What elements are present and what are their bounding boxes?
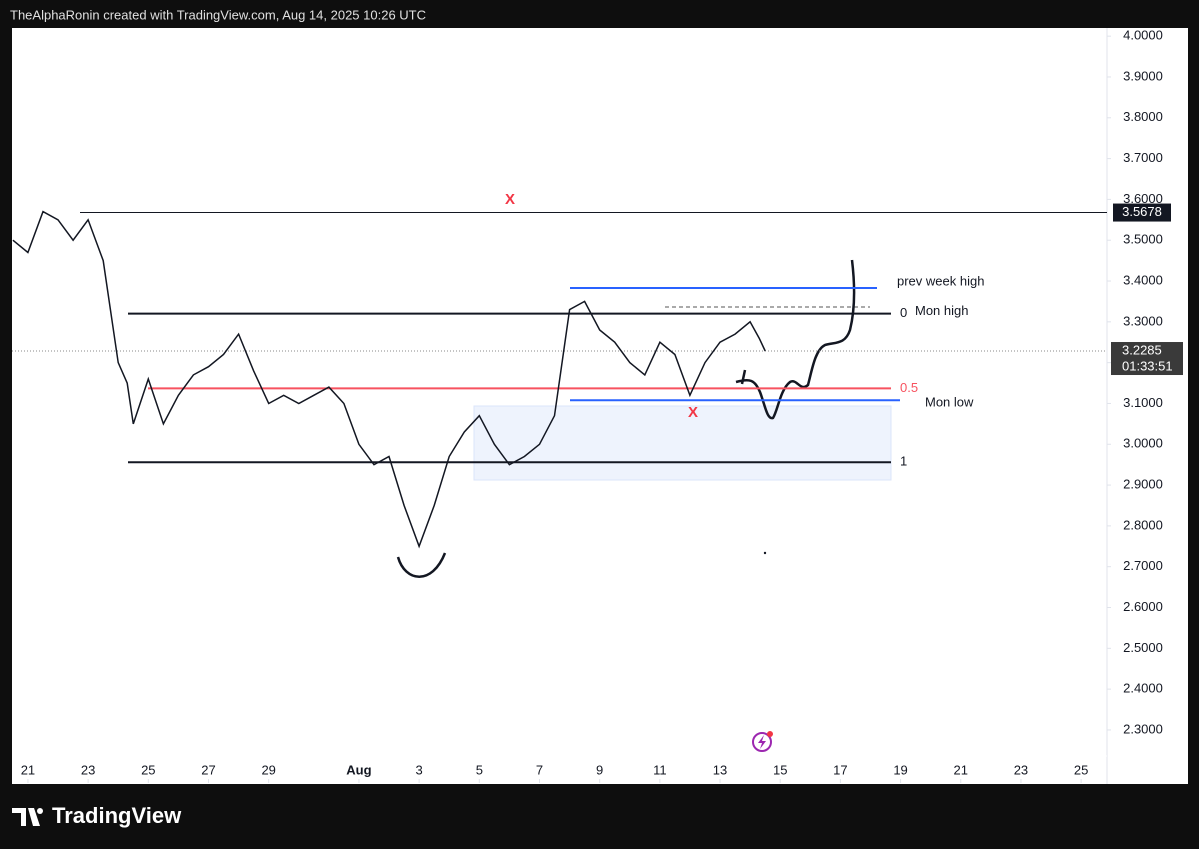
x-tick-label: 13 xyxy=(713,762,727,777)
y-tick-label: 3.3000 xyxy=(1123,313,1163,328)
y-tick-label: 3.9000 xyxy=(1123,68,1163,83)
dot xyxy=(763,551,767,555)
fib-label: 1 xyxy=(900,454,907,469)
footer-brand: TradingView xyxy=(52,803,182,828)
key-level-box xyxy=(1113,203,1171,222)
footer-logo xyxy=(12,808,43,826)
level-label: prev week high xyxy=(897,273,984,288)
x-tick-label: 15 xyxy=(773,762,787,777)
key-level-label: 3.5678 xyxy=(1122,204,1162,219)
y-tick-label: 4.0000 xyxy=(1123,28,1163,43)
x-tick-label: 25 xyxy=(1074,762,1088,777)
header: TheAlphaRonin created with TradingView.c… xyxy=(10,7,426,22)
y-tick-label: 3.1000 xyxy=(1123,395,1163,410)
x-tick-label: 17 xyxy=(833,762,847,777)
fib-label: 0.5 xyxy=(900,380,918,395)
range-box xyxy=(473,405,892,481)
x-tick-label: 19 xyxy=(893,762,907,777)
y-tick-label: 3.0000 xyxy=(1123,436,1163,451)
y-tick-label: 2.7000 xyxy=(1123,558,1163,573)
last-price-label: 3.2285 xyxy=(1122,342,1162,357)
x-tick-label: 7 xyxy=(536,762,543,777)
hand-arc xyxy=(396,552,447,578)
x-marker: X xyxy=(688,404,698,421)
y-tick-label: 2.9000 xyxy=(1123,477,1163,492)
fib-text: Mon high xyxy=(915,303,968,318)
y-tick-label: 3.8000 xyxy=(1123,109,1163,124)
y-tick-label: 3.7000 xyxy=(1123,150,1163,165)
x-tick-label: 29 xyxy=(261,762,275,777)
price-line xyxy=(12,210,766,549)
hand-projection xyxy=(735,259,856,420)
lightning-icon xyxy=(752,731,773,752)
last-price-box xyxy=(1111,342,1183,376)
x-tick-label: 27 xyxy=(201,762,215,777)
x-tick-label: 23 xyxy=(81,762,95,777)
x-tick-label: 25 xyxy=(141,762,155,777)
x-tick-label: Aug xyxy=(346,762,371,777)
y-tick-label: 3.5000 xyxy=(1123,232,1163,247)
x-tick-label: 5 xyxy=(476,762,483,777)
level-label: Mon low xyxy=(925,395,974,410)
x-tick-label: 21 xyxy=(954,762,968,777)
y-tick-label: 3.6000 xyxy=(1123,191,1163,206)
y-tick-label: 2.3000 xyxy=(1123,721,1163,736)
x-marker: X xyxy=(505,191,515,208)
countdown-label: 01:33:51 xyxy=(1122,358,1173,373)
x-tick-label: 21 xyxy=(21,762,35,777)
x-tick-label: 11 xyxy=(653,762,667,777)
x-tick-label: 3 xyxy=(416,762,423,777)
x-tick-label: 23 xyxy=(1014,762,1028,777)
y-tick-label: 2.8000 xyxy=(1123,517,1163,532)
y-tick-label: 3.4000 xyxy=(1123,272,1163,287)
y-tick-label: 2.4000 xyxy=(1123,681,1163,696)
y-tick-label: 2.5000 xyxy=(1123,640,1163,655)
y-tick-label: 2.6000 xyxy=(1123,599,1163,614)
x-tick-label: 9 xyxy=(596,762,603,777)
fib-label: 0 xyxy=(900,305,907,320)
